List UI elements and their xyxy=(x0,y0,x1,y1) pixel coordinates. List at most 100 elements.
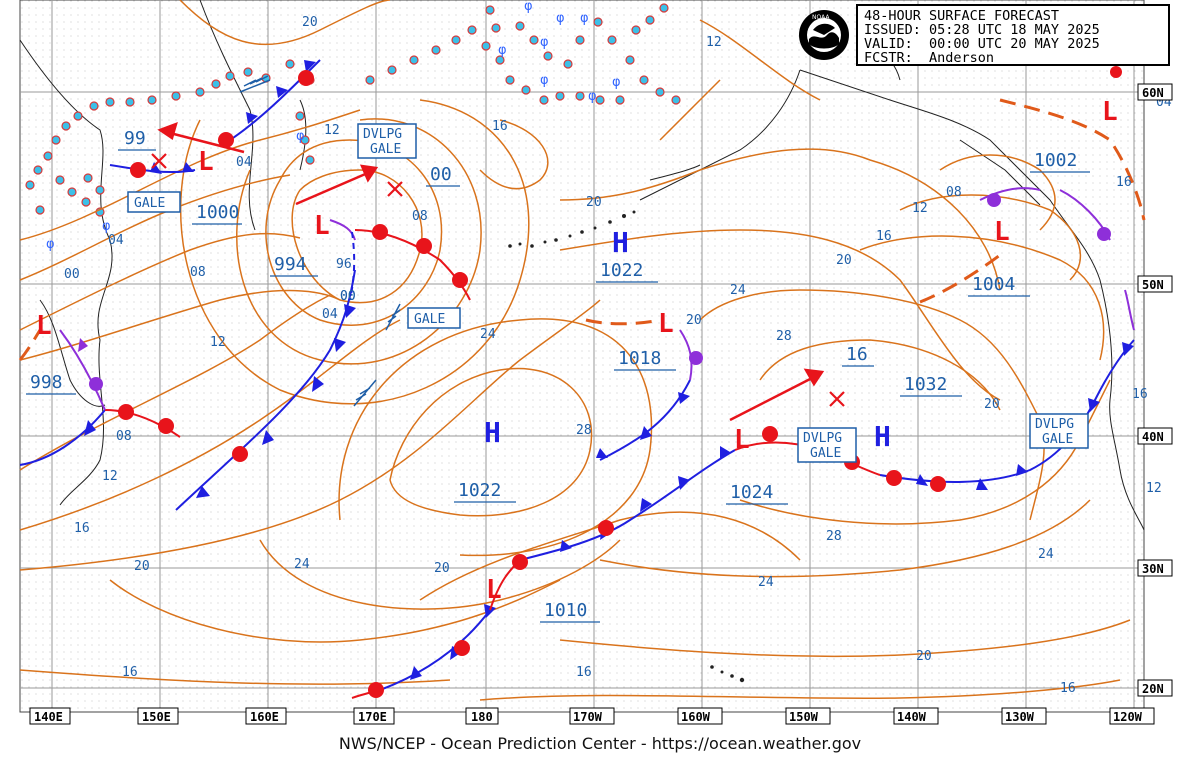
isobar-label: 08 xyxy=(190,265,206,280)
isobars xyxy=(19,0,1131,701)
gale-label: DVLPG xyxy=(363,127,402,142)
isobar-label: 08 xyxy=(946,185,962,200)
isobar-label: 20 xyxy=(134,559,150,574)
isobar-label: 16 xyxy=(122,665,138,680)
gale-warnings: GALE DVLPG GALE GALE DVLPG GALE DVLPG GA… xyxy=(127,123,1089,463)
pressure-value: 16 xyxy=(846,344,868,365)
isobar-label: 20 xyxy=(984,397,1000,412)
svg-text:φ: φ xyxy=(580,11,589,26)
high-symbol: H xyxy=(484,416,501,449)
coastlines xyxy=(19,0,1145,531)
svg-text:φ: φ xyxy=(612,75,621,90)
lon-label: 170W xyxy=(573,710,603,724)
lon-label: 120W xyxy=(1113,710,1143,724)
aleutian-islands xyxy=(508,210,745,683)
low-symbol: L xyxy=(734,425,750,455)
occluded-fronts xyxy=(59,187,1135,411)
longitude-axis: 140E 150E 160E 170E 180 170W 160W 150W 1… xyxy=(29,707,1155,725)
gale-label: DVLPG xyxy=(803,431,842,446)
gale-label: GALE xyxy=(134,196,165,211)
isobar-label: 08 xyxy=(116,429,132,444)
low-symbol: L xyxy=(314,211,330,241)
isobar-label: 00 xyxy=(340,289,356,304)
forecast-title: 48-HOUR SURFACE FORECAST xyxy=(864,8,1060,24)
pressure-values: 99 1000 994 00 998 1002 1004 1018 1010 1… xyxy=(30,128,1077,621)
isobar-labels: 20 04 00 08 04 12 16 12 08 00 04 08 96 0… xyxy=(64,15,1172,696)
svg-text:φ: φ xyxy=(46,237,55,252)
lon-label: 140W xyxy=(897,710,927,724)
pressure-value: 1022 xyxy=(600,260,643,281)
lon-label: 170E xyxy=(358,710,387,724)
lat-label: 50N xyxy=(1142,278,1164,292)
pressure-value: 1002 xyxy=(1034,150,1077,171)
isobar-label: 16 xyxy=(876,229,892,244)
pressure-value: 1018 xyxy=(618,348,661,369)
isobar-label: 16 xyxy=(576,665,592,680)
forecast-header: 48-HOUR SURFACE FORECAST ISSUED: 05:28 U… xyxy=(856,4,1170,66)
isobar-label: 24 xyxy=(758,575,774,590)
source-credit: NWS/NCEP - Ocean Prediction Center - htt… xyxy=(338,734,862,753)
isobar-label: 12 xyxy=(324,123,340,138)
isobar-label: 16 xyxy=(1132,387,1148,402)
gale-label: GALE xyxy=(414,312,445,327)
isobar-label: 28 xyxy=(776,329,792,344)
gale-label: GALE xyxy=(1042,432,1073,447)
pressure-value: 99 xyxy=(124,128,146,149)
stationary-dashes xyxy=(18,98,1146,361)
low-symbol: L xyxy=(994,217,1010,247)
isobar-label: 00 xyxy=(340,289,356,304)
lat-label: 30N xyxy=(1142,562,1164,576)
isobar-label: 04 xyxy=(322,307,338,322)
pressure-value: 998 xyxy=(30,372,63,393)
isobar-label: 24 xyxy=(294,557,310,572)
pressure-value: 994 xyxy=(274,254,307,275)
pressure-value: 1000 xyxy=(196,202,239,223)
cold-front-triangles xyxy=(84,60,1134,680)
svg-text:φ: φ xyxy=(498,43,507,58)
isobar-label: 16 xyxy=(492,119,508,134)
lon-label: 140E xyxy=(34,710,63,724)
pressure-value: 1024 xyxy=(730,482,773,503)
isobar-label: 20 xyxy=(836,253,852,268)
gale-label: GALE xyxy=(810,446,841,461)
isobar-label: 24 xyxy=(730,283,746,298)
svg-text:φ: φ xyxy=(588,89,597,104)
lon-label: 130W xyxy=(1005,710,1035,724)
isobar-label: 20 xyxy=(586,195,602,210)
high-symbol: H xyxy=(874,420,891,453)
gale-label: DVLPG xyxy=(1035,417,1074,432)
isobar-label: 20 xyxy=(302,15,318,30)
isobar-label: 00 xyxy=(64,267,80,282)
lat-label: 20N xyxy=(1142,682,1164,696)
isobar-label: 12 xyxy=(1146,481,1162,496)
svg-text:φ: φ xyxy=(540,35,549,50)
high-symbol: H xyxy=(612,226,629,259)
occluded-front-marks xyxy=(78,193,1111,391)
isobar-label: 20 xyxy=(434,561,450,576)
svg-text:NOAA: NOAA xyxy=(812,14,830,21)
lon-label: 160W xyxy=(681,710,711,724)
wind-barbs xyxy=(239,75,401,407)
gale-label: GALE xyxy=(370,142,401,157)
pressure-value: 1022 xyxy=(458,480,501,501)
isobar-label: 08 xyxy=(412,209,428,224)
dashed-blue-trough xyxy=(349,231,356,301)
low-symbol: L xyxy=(36,311,52,341)
svg-text:φ: φ xyxy=(296,129,305,144)
map-background xyxy=(20,0,1144,712)
lon-label: 150W xyxy=(789,710,819,724)
isobar-label: 24 xyxy=(1038,547,1054,562)
forecaster-name: FCSTR: Anderson xyxy=(864,50,995,66)
pressure-value: 00 xyxy=(430,164,452,185)
forecast-positions xyxy=(151,153,845,407)
svg-text:φ: φ xyxy=(102,219,111,234)
lon-label: 180 xyxy=(471,710,493,724)
pressure-value: 1010 xyxy=(544,600,587,621)
lon-label: 160E xyxy=(250,710,279,724)
isobar-label: 16 xyxy=(1060,681,1076,696)
low-symbol: L xyxy=(486,575,502,605)
isobar-label: 16 xyxy=(74,521,90,536)
isobar-label: 12 xyxy=(210,335,226,350)
